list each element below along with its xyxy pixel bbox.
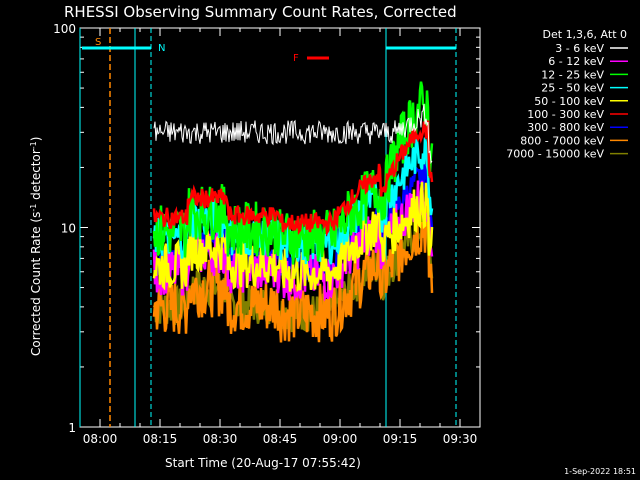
legend-label-6: 300 - 800 keV [527, 121, 604, 134]
legend-label-3: 25 - 50 keV [541, 82, 604, 95]
data-series [152, 81, 434, 343]
night-marker-label: N [158, 43, 165, 54]
timestamp: 1-Sep-2022 18:51 [564, 467, 636, 476]
series-line-0 [153, 103, 433, 164]
y-axis-label-sup2: -1 [29, 141, 38, 149]
y-axis-label-main: Corrected Count Rate (s [29, 212, 43, 356]
legend-label-4: 50 - 100 keV [534, 95, 604, 108]
y-tick-label-1: 10 [61, 222, 76, 236]
series-line-7 [152, 200, 434, 343]
y-axis-label-end: ) [29, 137, 43, 142]
x-axis-label: Start Time (20-Aug-17 07:55:42) [165, 456, 361, 470]
legend-header: Det 1,3,6, Att 0 [543, 28, 627, 41]
x-tick-label-2: 08:30 [203, 432, 238, 446]
legend-label-7: 800 - 7000 keV [520, 134, 604, 147]
legend-label-5: 100 - 300 keV [527, 108, 604, 121]
saa-marker-label: S [95, 37, 101, 48]
y-axis-label-sup1: -1 [29, 204, 38, 212]
x-axis-ticks: 08:00 08:15 08:30 08:45 09:00 09:15 09:30 [79, 28, 481, 446]
series-line-5 [152, 120, 434, 237]
legend-label-8: 7000 - 15000 keV [506, 148, 604, 161]
x-tick-label-5: 09:15 [383, 432, 418, 446]
x-tick-label-1: 08:15 [143, 432, 178, 446]
x-tick-label-6: 09:30 [443, 432, 478, 446]
y-tick-label-2: 100 [53, 22, 76, 36]
chart-title: RHESSI Observing Summary Count Rates, Co… [64, 3, 457, 21]
x-tick-label-0: 08:00 [83, 432, 118, 446]
x-tick-label-4: 09:00 [323, 432, 358, 446]
x-tick-label-3: 08:45 [263, 432, 298, 446]
legend-label-1: 6 - 12 keV [548, 55, 604, 68]
y-axis-label-mid: detector [29, 149, 43, 204]
y-axis-label: Corrected Count Rate (s-1 detector-1) [29, 137, 44, 356]
legend-label-0: 3 - 6 keV [555, 42, 604, 55]
flare-marker-label: F [293, 53, 299, 64]
legend-label-2: 12 - 25 keV [541, 68, 604, 81]
y-tick-label-0: 1 [68, 421, 76, 435]
y-axis-ticks: 1 10 100 [53, 22, 480, 435]
